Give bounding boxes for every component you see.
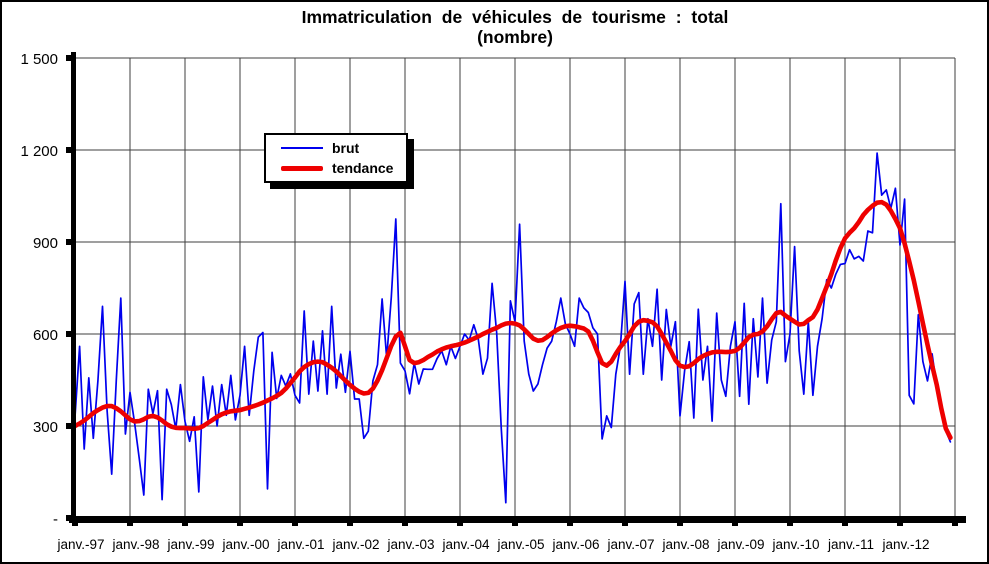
x-tick bbox=[512, 519, 518, 526]
x-tick-label: janv.-01 bbox=[276, 537, 324, 552]
x-tick bbox=[402, 519, 408, 526]
y-tick-label: 300 bbox=[33, 419, 58, 436]
y-tick-label: - bbox=[53, 511, 58, 528]
x-tick bbox=[457, 519, 463, 526]
x-tick bbox=[292, 519, 298, 526]
y-tick-label: 600 bbox=[33, 327, 58, 344]
x-tick bbox=[622, 519, 628, 526]
x-tick-label: janv.-00 bbox=[221, 537, 269, 552]
legend-item-brut: brut bbox=[281, 141, 406, 155]
y-tick-label: 900 bbox=[33, 235, 58, 252]
x-tick bbox=[787, 519, 793, 526]
x-tick-label: janv.-09 bbox=[716, 537, 764, 552]
y-tick bbox=[66, 239, 74, 245]
y-tick bbox=[66, 331, 74, 337]
tendance-line bbox=[72, 199, 953, 441]
x-tick-label: janv.-03 bbox=[386, 537, 434, 552]
x-tick bbox=[677, 519, 683, 526]
x-tick-label: janv.-97 bbox=[56, 537, 104, 552]
x-tick-label: janv.-08 bbox=[661, 537, 709, 552]
chart-title: Immatriculation de véhicules de tourisme… bbox=[301, 7, 729, 27]
x-tick-label: janv.-11 bbox=[827, 537, 874, 552]
x-tick bbox=[897, 519, 903, 526]
x-tick bbox=[567, 519, 573, 526]
brut-line bbox=[74, 152, 952, 504]
x-tick bbox=[952, 519, 958, 526]
x-tick-label: janv.-02 bbox=[331, 537, 379, 552]
tendance-line-sample-icon bbox=[281, 165, 323, 171]
x-tick-label: janv.-05 bbox=[496, 537, 544, 552]
y-tick bbox=[66, 147, 74, 153]
y-tick bbox=[66, 423, 74, 429]
x-tick bbox=[237, 519, 243, 526]
x-tick-label: janv.-04 bbox=[441, 537, 490, 552]
x-tick-label: janv.-10 bbox=[771, 537, 819, 552]
x-tick-label: janv.-98 bbox=[111, 537, 159, 552]
x-tick-label: janv.-12 bbox=[881, 537, 929, 552]
y-tick-label: 1 500 bbox=[20, 51, 58, 68]
x-tick bbox=[72, 519, 78, 526]
x-tick bbox=[732, 519, 738, 526]
x-tick bbox=[182, 519, 188, 526]
legend-item-tendance: tendance bbox=[281, 161, 406, 175]
y-tick bbox=[66, 55, 74, 61]
y-axis bbox=[71, 52, 76, 523]
x-tick bbox=[127, 519, 133, 526]
y-tick bbox=[66, 515, 74, 521]
x-tick-label: janv.-06 bbox=[551, 537, 599, 552]
x-tick-label: janv.-07 bbox=[606, 537, 654, 552]
chart-title-block: Immatriculation de véhicules de tourisme… bbox=[75, 7, 955, 47]
brut-line-sample-icon bbox=[281, 147, 323, 149]
x-tick bbox=[842, 519, 848, 526]
x-tick bbox=[347, 519, 353, 526]
legend: brut tendance bbox=[264, 133, 408, 183]
legend-label-brut: brut bbox=[332, 140, 360, 156]
legend-label-tendance: tendance bbox=[332, 160, 394, 176]
x-tick-label: janv.-99 bbox=[166, 537, 214, 552]
chart-subtitle: (nombre) bbox=[477, 27, 553, 47]
y-tick-label: 1 200 bbox=[20, 143, 58, 160]
